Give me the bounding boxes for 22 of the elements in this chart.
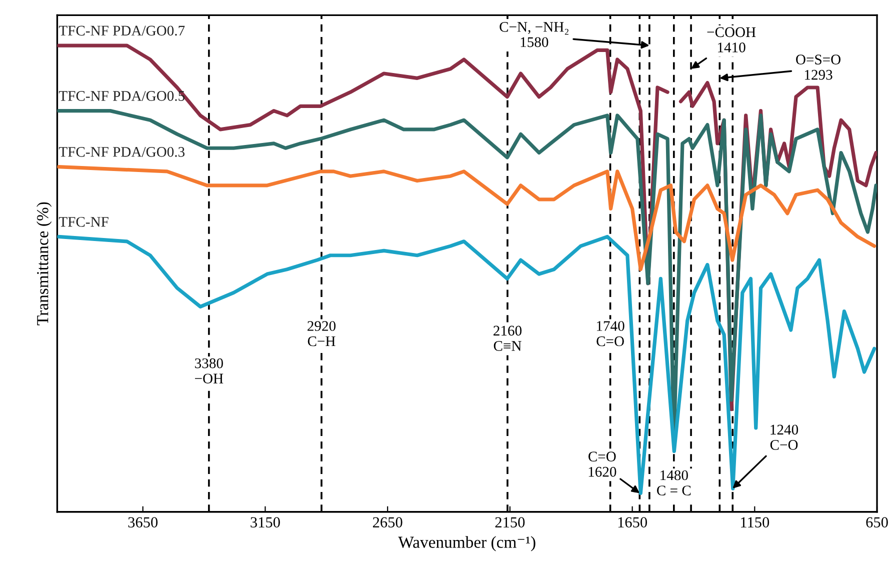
- series-label: TFC-NF: [58, 216, 108, 227]
- annotation: C=O 1620: [588, 452, 616, 477]
- x-tick-label: 3650: [128, 517, 158, 528]
- x-tick-label: 1650: [618, 517, 647, 528]
- x-tick-label: 1150: [741, 517, 770, 528]
- y-axis-title: Transmittance (%): [36, 202, 52, 326]
- x-tick-label: 2650: [372, 517, 402, 528]
- annotation: C−N, −NH₂ 1580: [500, 22, 568, 48]
- annotation: 3380 −OH: [195, 358, 224, 384]
- x-tick-label: 2150: [495, 517, 525, 528]
- annotation: 1740 C=O: [596, 321, 624, 346]
- annotation: 1480 C = C: [657, 470, 691, 496]
- x-axis-title: Wavenumber (cm⁻¹): [398, 536, 536, 552]
- annotation: 2160 C≡N: [494, 326, 522, 351]
- x-tick-label: 650: [866, 517, 888, 528]
- annotation: −COOH 1410: [707, 27, 756, 52]
- series-label: TFC-NF PDA/GO0.7: [58, 26, 185, 36]
- annotation: 2920 C−H: [308, 321, 336, 346]
- x-tick-label: 3150: [250, 517, 280, 528]
- annotation: 1240 C−O: [770, 424, 798, 450]
- series-label: TFC-NF PDA/GO0.3: [58, 146, 185, 157]
- annotation: O=S=O 1293: [796, 54, 840, 80]
